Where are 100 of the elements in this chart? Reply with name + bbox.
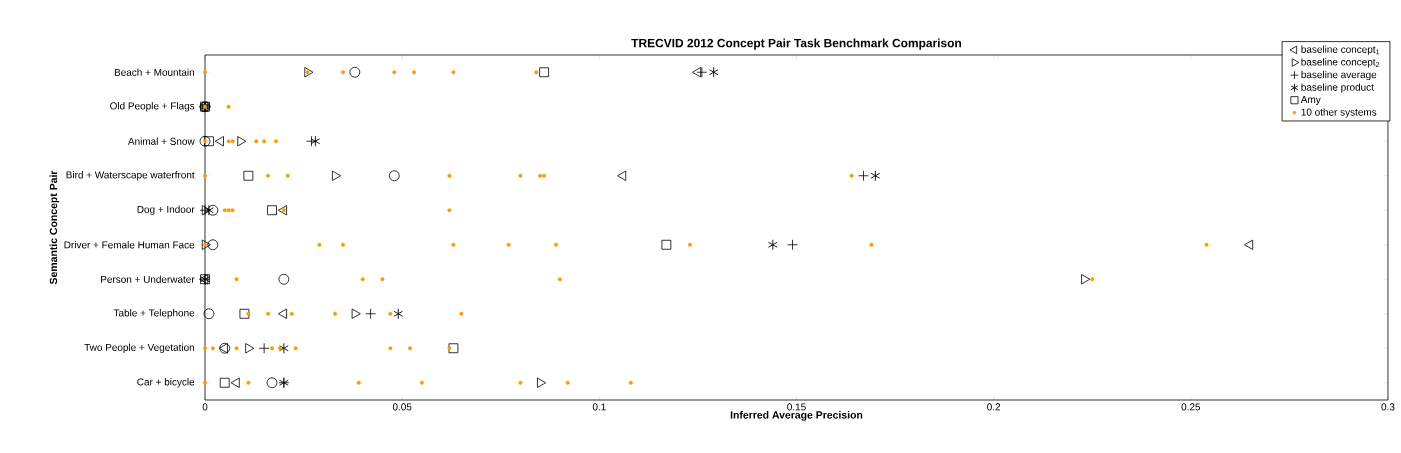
point xyxy=(688,242,693,247)
point xyxy=(537,377,547,388)
x-tick-label: 0.1 xyxy=(592,403,606,411)
y-tick-label: Old People + Flags xyxy=(110,102,195,112)
point xyxy=(708,66,719,78)
legend-label: baseline average xyxy=(1301,70,1377,81)
point xyxy=(392,70,397,75)
point xyxy=(419,380,424,385)
y-tick-label: Table + Telephone xyxy=(113,309,195,319)
point xyxy=(234,346,239,351)
point xyxy=(305,70,310,75)
point xyxy=(243,170,254,181)
point xyxy=(246,380,251,385)
point xyxy=(448,343,459,354)
point xyxy=(388,346,393,351)
point xyxy=(246,311,251,316)
point xyxy=(1204,242,1209,247)
point xyxy=(617,170,627,181)
point xyxy=(266,311,271,316)
point xyxy=(365,308,376,320)
point xyxy=(306,135,317,147)
point xyxy=(262,139,267,144)
point xyxy=(459,311,464,316)
point xyxy=(203,308,215,320)
legend-label: 10 other systems xyxy=(1301,108,1377,118)
point xyxy=(278,273,290,285)
point xyxy=(1090,277,1095,282)
point xyxy=(214,136,224,147)
point xyxy=(447,346,452,351)
point xyxy=(351,308,361,319)
x-tick-label: 0.05 xyxy=(392,403,412,411)
point xyxy=(230,208,235,213)
point xyxy=(628,380,633,385)
point xyxy=(447,173,452,178)
point xyxy=(226,139,231,144)
x-tick-label: 0.15 xyxy=(787,403,806,411)
point xyxy=(203,173,207,178)
y-tick-label: Dog + Indoor xyxy=(137,205,195,215)
point xyxy=(412,70,416,75)
point xyxy=(304,67,314,78)
point xyxy=(661,239,672,250)
point xyxy=(1244,239,1254,250)
point xyxy=(506,242,511,247)
point xyxy=(1081,274,1091,285)
point xyxy=(234,277,239,282)
point xyxy=(207,204,219,216)
point xyxy=(289,311,294,316)
y-tick-label: Bird + Waterscape waterfront xyxy=(66,171,195,181)
point xyxy=(203,380,207,385)
point xyxy=(768,239,778,251)
point xyxy=(199,135,211,147)
y-axis-title: Semantic Concept Pair xyxy=(49,170,60,285)
point xyxy=(870,170,881,182)
y-tick-label: Driver + Female Human Face xyxy=(64,241,195,249)
point xyxy=(201,239,211,250)
point xyxy=(317,242,322,247)
point xyxy=(239,308,250,319)
point xyxy=(245,343,255,354)
point xyxy=(331,170,342,181)
point xyxy=(356,380,361,385)
point xyxy=(230,377,240,388)
point xyxy=(266,173,271,178)
y-tick-label: Two People + Vegetation xyxy=(84,343,195,353)
x-tick-label: 0.3 xyxy=(1381,403,1395,411)
point xyxy=(277,205,288,216)
y-tick-label: Person + Underwater xyxy=(101,275,195,283)
point xyxy=(538,173,543,178)
point xyxy=(565,380,570,385)
point xyxy=(254,139,259,144)
point xyxy=(277,346,282,351)
point xyxy=(869,242,874,247)
point xyxy=(408,346,413,351)
y-tick-label: Car + bicycle xyxy=(137,378,195,388)
point xyxy=(451,70,456,75)
point xyxy=(787,239,798,251)
point xyxy=(207,239,219,251)
point xyxy=(267,205,277,216)
point xyxy=(557,277,562,282)
point xyxy=(285,173,290,178)
point xyxy=(273,139,278,144)
point xyxy=(349,66,361,78)
point xyxy=(333,311,338,316)
point xyxy=(388,311,393,316)
x-axis-title: Inferred Average Precision xyxy=(730,410,863,421)
chart-title: TRECVID 2012 Concept Pair Task Benchmark Comparison xyxy=(631,38,962,50)
y-tick-label: Animal + Snow xyxy=(127,137,195,145)
point xyxy=(518,173,523,178)
point xyxy=(222,208,227,213)
point xyxy=(858,170,869,182)
point xyxy=(204,136,214,147)
point xyxy=(380,277,385,282)
point xyxy=(341,242,346,247)
point xyxy=(534,70,539,75)
point xyxy=(447,208,452,213)
legend-label: baseline concept$_{1}$ xyxy=(1301,45,1380,55)
legend-label: baseline concept$_{2}$ xyxy=(1301,58,1380,68)
point xyxy=(393,308,403,320)
point xyxy=(341,70,346,75)
point xyxy=(360,277,365,282)
point xyxy=(518,380,523,385)
